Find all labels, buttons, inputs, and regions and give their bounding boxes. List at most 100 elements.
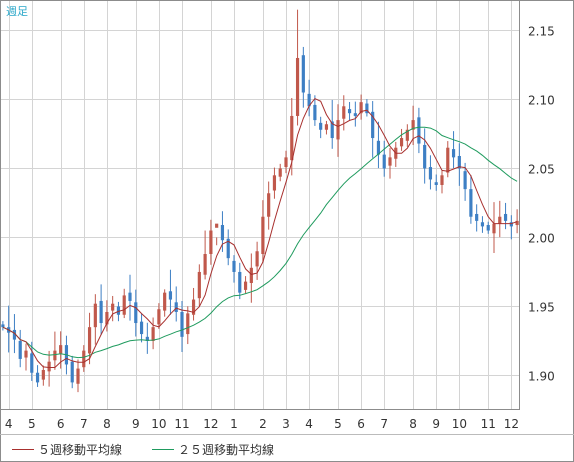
- candle-body: [35, 372, 40, 383]
- x-tick-label: 8: [103, 417, 111, 431]
- x-tick-label: 10: [151, 417, 166, 431]
- candle-body: [145, 336, 149, 341]
- candle-body: [47, 361, 51, 372]
- ma5-line: [2, 97, 518, 368]
- candle-body: [203, 254, 207, 275]
- candle-body: [232, 260, 236, 272]
- x-tick-label: 11: [174, 417, 189, 431]
- ma25-line: [2, 126, 518, 359]
- candle-body: [417, 117, 421, 144]
- candle-body: [295, 57, 300, 116]
- candle-body: [220, 225, 225, 241]
- x-axis: 4 5 6 7 8 9 10 11 12 1 2 3 4 5 6 7 8 9 10 11 12: [5, 417, 519, 431]
- candle-body: [272, 175, 277, 191]
- candle-body: [446, 147, 450, 173]
- candle-body: [261, 216, 265, 255]
- candle-body: [503, 213, 508, 221]
- candle-body: [18, 340, 22, 359]
- x-tick-label: 12: [203, 417, 218, 431]
- candle-body: [371, 111, 375, 139]
- candle-body: [12, 329, 17, 340]
- candle-body: [440, 175, 444, 185]
- candle-body: [249, 267, 253, 283]
- candle-body: [116, 306, 121, 315]
- candle-body: [451, 149, 456, 158]
- candles-layer: [1, 9, 519, 393]
- candle-body: [111, 303, 115, 311]
- candle-body: [76, 368, 80, 384]
- x-tick-label: 6: [57, 417, 65, 431]
- x-tick-label: 6: [357, 417, 365, 431]
- candle-body: [365, 103, 369, 114]
- candle-body: [423, 144, 427, 169]
- candle-body: [174, 302, 178, 312]
- candle-body: [70, 361, 74, 383]
- candle-body: [197, 271, 201, 299]
- candle-body: [41, 369, 45, 380]
- candle-body: [226, 238, 230, 259]
- candle-body: [243, 281, 248, 290]
- x-tick-label: 11: [481, 417, 496, 431]
- candle-body: [99, 300, 103, 324]
- candle-body: [186, 313, 190, 335]
- x-tick-label: 2: [259, 417, 267, 431]
- candle-body: [486, 225, 490, 231]
- candle-body: [336, 120, 340, 140]
- candle-body: [122, 295, 126, 315]
- x-tick-label: 7: [80, 417, 88, 431]
- candle-body: [30, 353, 34, 373]
- candle-body: [399, 138, 404, 147]
- candle-body: [105, 311, 109, 325]
- y-axis: 2.15 2.10 2.05 2.00 1.95 1.90: [528, 24, 555, 383]
- y-tick-label: 2.15: [528, 24, 555, 38]
- candle-body: [509, 222, 513, 227]
- candle-body: [284, 157, 288, 168]
- candle-body: [278, 168, 282, 177]
- candle-body: [463, 171, 467, 190]
- x-tick-label: 10: [452, 417, 467, 431]
- y-tick-label: 1.95: [528, 300, 555, 314]
- candle-body: [515, 220, 519, 226]
- candle-body: [24, 350, 28, 358]
- candle-body: [82, 350, 86, 368]
- candle-body: [168, 291, 173, 300]
- period-label: 週足: [6, 5, 28, 18]
- candle-body: [93, 303, 97, 328]
- candle-body: [313, 104, 317, 121]
- candle-body: [209, 230, 213, 255]
- x-tick-label: 3: [282, 417, 290, 431]
- candle-body: [434, 182, 438, 185]
- x-tick-label: 12: [504, 417, 519, 431]
- candle-body: [134, 302, 138, 324]
- candle-body: [307, 93, 311, 107]
- x-tick-label: 9: [132, 417, 140, 431]
- candle-body: [163, 292, 167, 311]
- candle-body: [290, 115, 294, 161]
- candle-body: [457, 155, 461, 169]
- candle-body: [324, 124, 329, 130]
- x-tick-label: 5: [334, 417, 342, 431]
- candle-body: [411, 120, 415, 130]
- candle-body: [128, 292, 132, 301]
- candle-body: [359, 102, 363, 114]
- x-tick-label: 9: [432, 417, 440, 431]
- candle-body: [342, 106, 346, 119]
- candle-body: [1, 324, 5, 328]
- candle-body: [319, 122, 323, 130]
- x-tick-label: 1: [230, 417, 238, 431]
- candle-body: [53, 350, 57, 361]
- candle-body: [191, 299, 196, 315]
- x-tick-label: 5: [28, 417, 36, 431]
- candle-body: [382, 154, 386, 169]
- candle-body: [180, 311, 184, 337]
- candle-body: [238, 271, 242, 293]
- candle-body: [498, 216, 502, 224]
- candle-body: [215, 223, 219, 228]
- candle-body: [353, 113, 357, 116]
- candle-body: [475, 213, 479, 221]
- grid-lines: [0, 0, 520, 410]
- candle-body: [405, 129, 409, 141]
- candle-body: [330, 121, 334, 139]
- candle-body: [139, 321, 144, 335]
